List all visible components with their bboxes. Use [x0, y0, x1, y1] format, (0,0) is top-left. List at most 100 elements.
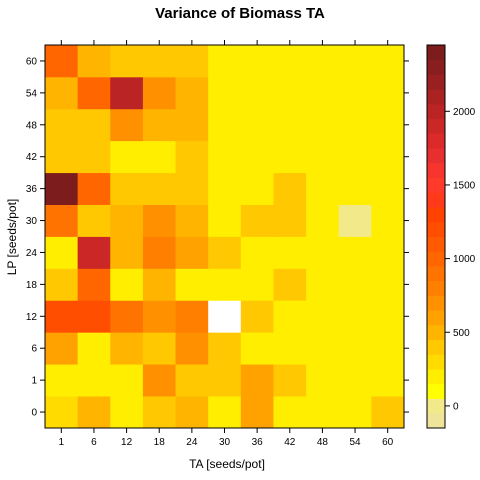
- colorbar-segment: [427, 339, 445, 355]
- heatmap-cell: [142, 364, 176, 397]
- heatmap-cell: [371, 236, 405, 269]
- colorbar: 0 500 1000 1500 2000: [426, 44, 476, 429]
- heatmap-cell: [306, 396, 340, 429]
- heatmap-cell: [77, 45, 111, 78]
- colorbar-segment: [427, 398, 445, 414]
- heatmap-cell: [306, 300, 340, 333]
- heatmap-cell: [142, 236, 176, 269]
- heatmap-cell: [240, 76, 274, 110]
- heatmap-cell: [45, 396, 79, 429]
- heatmap-cell: [110, 76, 144, 110]
- heatmap-cell: [45, 108, 79, 142]
- colorbar-segment: [427, 118, 445, 134]
- heatmap-cell: [371, 268, 405, 301]
- x-axis: 1 6 12 18 24 30 36 42 48 54 60: [59, 40, 394, 448]
- heatmap-cell: [175, 108, 209, 142]
- heatmap-cell: [273, 300, 307, 333]
- heatmap-cell: [273, 204, 307, 237]
- heatmap-cell: [371, 76, 405, 110]
- heatmap-cell: [45, 172, 79, 205]
- heatmap-cell: [208, 108, 242, 142]
- x-tick-label: 30: [219, 437, 231, 448]
- heatmap-cell: [338, 172, 372, 205]
- heatmap-cell: [142, 108, 176, 142]
- colorbar-segment: [427, 354, 445, 370]
- heatmap-cell: [240, 396, 274, 429]
- heatmap-cell: [175, 172, 209, 205]
- x-tick-label: 18: [154, 437, 166, 448]
- colorbar-tick-label: 500: [453, 328, 470, 339]
- heatmap-cell: [45, 45, 79, 78]
- heatmap-cell: [208, 332, 242, 365]
- colorbar-frame: [426, 44, 446, 429]
- y-tick-label: 48: [26, 120, 38, 131]
- heatmap-cell: [273, 76, 307, 110]
- colorbar-segment: [427, 236, 445, 252]
- colorbar-tick-label: 1000: [453, 254, 476, 265]
- heatmap-cell: [77, 172, 111, 205]
- heatmap-cell: [371, 364, 405, 397]
- heatmap-cell: [208, 236, 242, 269]
- colorbar-tick-label: 1500: [453, 180, 476, 191]
- heatmap-cell: [338, 45, 372, 78]
- heatmap-cell: [175, 364, 209, 397]
- heatmap-cell: [175, 140, 209, 174]
- heatmap-cell: [371, 108, 405, 142]
- heatmap-cell: [371, 204, 405, 237]
- heatmap-cell: [306, 140, 340, 174]
- heatmap-cell: [306, 268, 340, 301]
- colorbar-segment: [427, 324, 445, 341]
- heatmap-cell: [338, 108, 372, 142]
- heatmap-cell: [306, 204, 340, 237]
- heatmap-cell: [371, 172, 405, 205]
- heatmap-cell: [142, 76, 176, 110]
- heatmap-cell: [208, 204, 242, 237]
- heatmap-cell: [273, 172, 307, 205]
- x-tick-label: 42: [284, 437, 296, 448]
- heatmap-cell: [371, 396, 405, 429]
- colorbar-segment: [427, 45, 445, 61]
- heatmap-cell: [175, 236, 209, 269]
- heatmap-cell: [306, 364, 340, 397]
- heatmap-cell: [273, 140, 307, 174]
- heatmap-cell: [240, 204, 274, 237]
- colorbar-segment: [427, 192, 445, 208]
- heatmap-cell: [110, 108, 144, 142]
- heatmap-cell: [45, 76, 79, 110]
- y-tick-label: 6: [31, 344, 37, 355]
- heatmap-cell: [110, 45, 144, 78]
- heatmap-cell: [208, 268, 242, 301]
- heatmap-cell: [306, 76, 340, 110]
- x-tick-label: 12: [121, 437, 133, 448]
- heatmap-cell: [273, 364, 307, 397]
- heatmap-cell: [77, 364, 111, 397]
- colorbar-segment: [427, 413, 445, 429]
- x-tick-label: 6: [91, 437, 97, 448]
- heatmap-cell: [45, 204, 79, 237]
- heatmap-cell: [110, 332, 144, 365]
- heatmap-cell: [142, 268, 176, 301]
- heatmap-cell: [77, 396, 111, 429]
- heatmap-cell: [142, 45, 176, 78]
- heatmap-cell: [45, 332, 79, 365]
- y-tick-label: 24: [26, 248, 38, 259]
- y-tick-label: 0: [31, 408, 37, 419]
- heatmap-cell: [240, 108, 274, 142]
- heatmap-cell: [338, 204, 372, 237]
- y-tick-label: 1: [31, 376, 37, 387]
- heatmap-cell: [273, 396, 307, 429]
- heatmap-cell: [240, 140, 274, 174]
- heatmap-cell: [338, 300, 372, 333]
- heatmap-cell: [240, 332, 274, 365]
- heatmap-cell: [240, 236, 274, 269]
- heatmap-cell: [338, 268, 372, 301]
- heatmap-cell: [240, 364, 274, 397]
- heatmap-cell: [77, 140, 111, 174]
- heatmap-cell: [306, 236, 340, 269]
- colorbar-segment: [427, 295, 445, 311]
- x-tick-label: 60: [382, 437, 394, 448]
- heatmap-cell: [110, 300, 144, 333]
- heatmap-cell: [110, 236, 144, 269]
- y-tick-label: 18: [26, 280, 38, 291]
